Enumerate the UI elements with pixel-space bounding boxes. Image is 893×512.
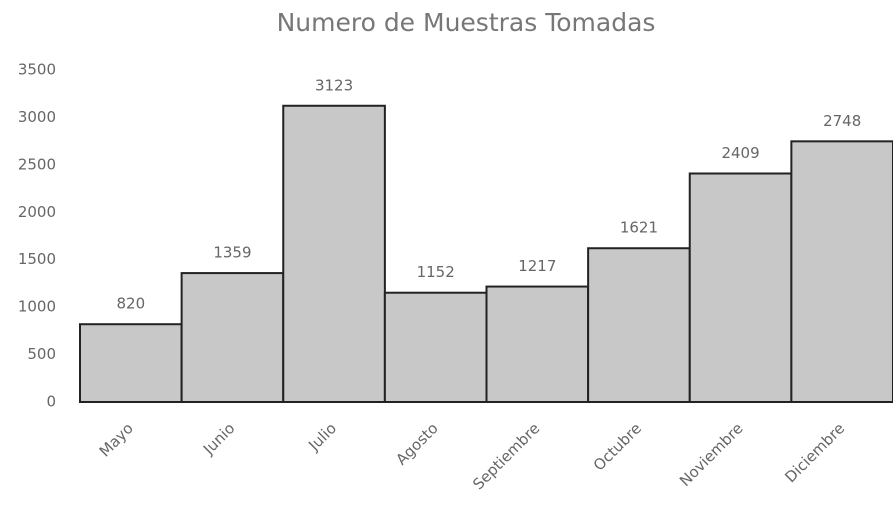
x-tick-label: Julio [304,419,340,455]
bar [180,272,285,403]
y-tick-label: 2500 [18,155,56,173]
bar [790,140,893,403]
y-tick-label: 0 [46,393,56,411]
bar [383,291,488,404]
y-tick-label: 2000 [18,203,56,221]
y-tick-label: 500 [27,345,56,363]
data-label: 2409 [721,144,759,162]
data-label: 1621 [620,219,658,237]
data-label: 3123 [315,76,353,94]
x-tick-label: Mayo [96,419,137,460]
x-tick-label: Octubre [590,419,645,474]
bar [688,172,793,403]
x-tick-label: Diciembre [781,419,848,486]
data-label: 1217 [518,257,556,275]
data-label: 2748 [823,112,861,130]
y-tick-label: 3500 [18,61,56,79]
chart-title: Numero de Muestras Tomadas [277,8,656,37]
x-tick-label: Agosto [392,419,441,468]
x-tick-label: Septiembre [469,419,543,493]
bar [485,285,590,404]
data-label: 1359 [213,244,251,262]
x-tick-label: Junio [199,419,238,458]
y-tick-label: 1000 [18,298,56,316]
data-label: 820 [116,295,145,313]
bar [282,104,386,404]
bar [79,323,183,403]
data-label: 1152 [417,263,455,281]
y-tick-label: 1500 [18,250,56,268]
bar [587,247,691,403]
y-tick-label: 3000 [18,108,56,126]
x-tick-label: Noviembre [676,419,747,490]
